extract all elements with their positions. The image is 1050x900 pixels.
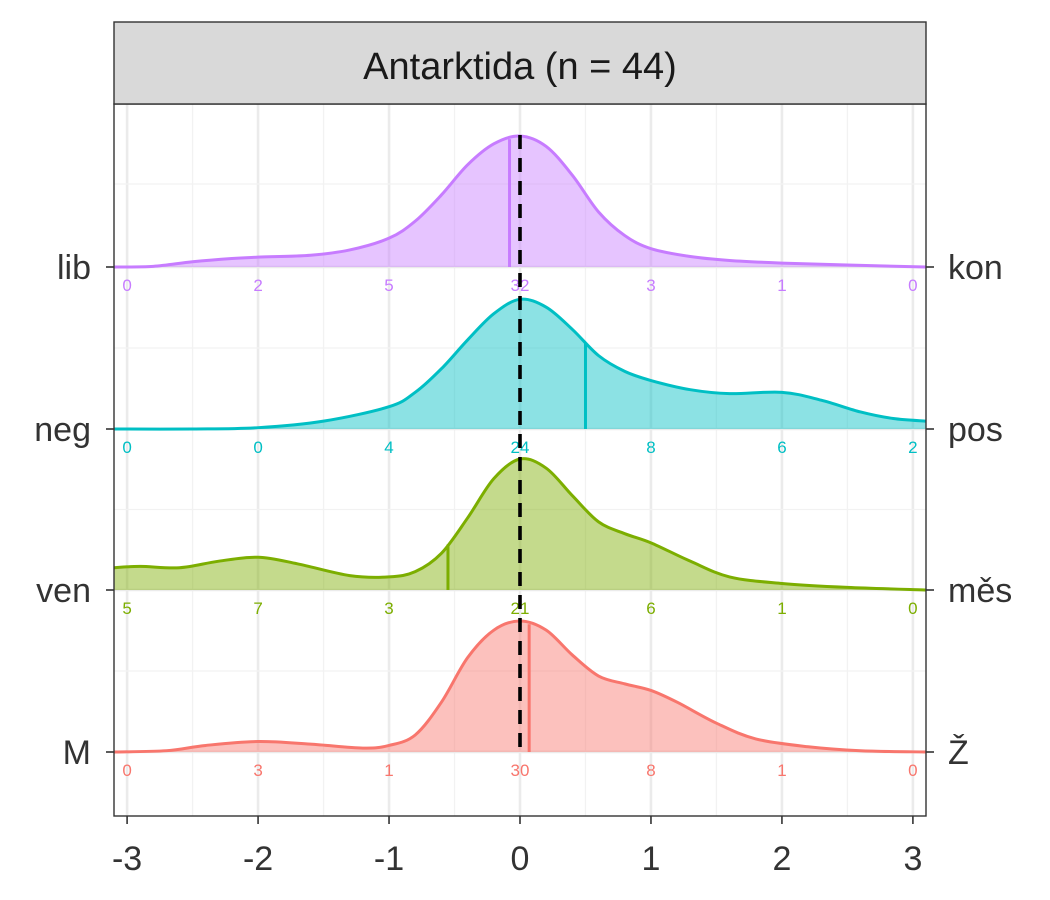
count-label: 5 <box>384 276 393 295</box>
count-label: 7 <box>253 599 262 618</box>
count-label: 30 <box>511 761 530 780</box>
density-line <box>113 134 927 269</box>
count-label: 3 <box>646 276 655 295</box>
count-label: 8 <box>646 761 655 780</box>
count-label: 0 <box>908 599 917 618</box>
count-label: 1 <box>384 761 393 780</box>
count-label: 0 <box>908 761 917 780</box>
y-label-left: ven <box>36 572 91 610</box>
y-label-left: M <box>63 734 91 772</box>
x-tick-label: 0 <box>511 840 530 878</box>
y-label-right: měs <box>948 572 1012 610</box>
count-label: 0 <box>253 438 262 457</box>
y-label-right: pos <box>948 411 1003 449</box>
x-tick-label: -1 <box>374 840 404 878</box>
x-tick-label: 1 <box>642 840 661 878</box>
axes: -3 -2 -1 0 1 2 3 lib kon neg pos ven měs M Ž <box>34 249 1012 878</box>
x-tick-label: 2 <box>772 840 791 878</box>
density-area <box>114 458 926 590</box>
count-label: 6 <box>646 599 655 618</box>
count-label: 1 <box>777 276 786 295</box>
x-tick-label: -3 <box>112 840 142 878</box>
y-label-left: lib <box>57 249 91 287</box>
y-label-right: Ž <box>948 734 969 772</box>
count-label: 0 <box>122 276 131 295</box>
count-label: 0 <box>122 761 131 780</box>
count-label: 8 <box>646 438 655 457</box>
count-label: 3 <box>384 599 393 618</box>
count-label: 2 <box>253 276 262 295</box>
count-label: 0 <box>908 276 917 295</box>
count-label: 1 <box>777 599 786 618</box>
count-label: 0 <box>122 438 131 457</box>
facet-title: Antarktida (n = 44) <box>363 46 677 88</box>
count-label: 3 <box>253 761 262 780</box>
ridge-neg-pos: 00424862 <box>113 297 927 457</box>
count-label: 5 <box>122 599 131 618</box>
density-area <box>114 299 926 430</box>
density-line <box>113 297 927 431</box>
density-area <box>114 135 926 267</box>
density-ridges: 02532310004248625732161003130810 <box>113 134 927 780</box>
y-label-left: neg <box>34 411 91 449</box>
ridge-lib-kon: 02532310 <box>113 134 927 295</box>
density-line <box>113 457 927 592</box>
density-area <box>114 621 926 752</box>
facet-strip <box>113 21 927 105</box>
x-tick-label: 3 <box>903 840 922 878</box>
count-label: 4 <box>384 438 393 457</box>
count-label: 1 <box>777 761 786 780</box>
y-label-right: kon <box>948 249 1003 287</box>
count-label: 6 <box>777 438 786 457</box>
x-tick-label: -2 <box>243 840 273 878</box>
count-label: 2 <box>908 438 917 457</box>
